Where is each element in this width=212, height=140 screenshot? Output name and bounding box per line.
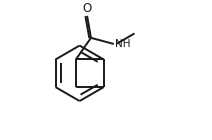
Text: O: O (82, 2, 92, 15)
Text: NH: NH (114, 39, 130, 49)
